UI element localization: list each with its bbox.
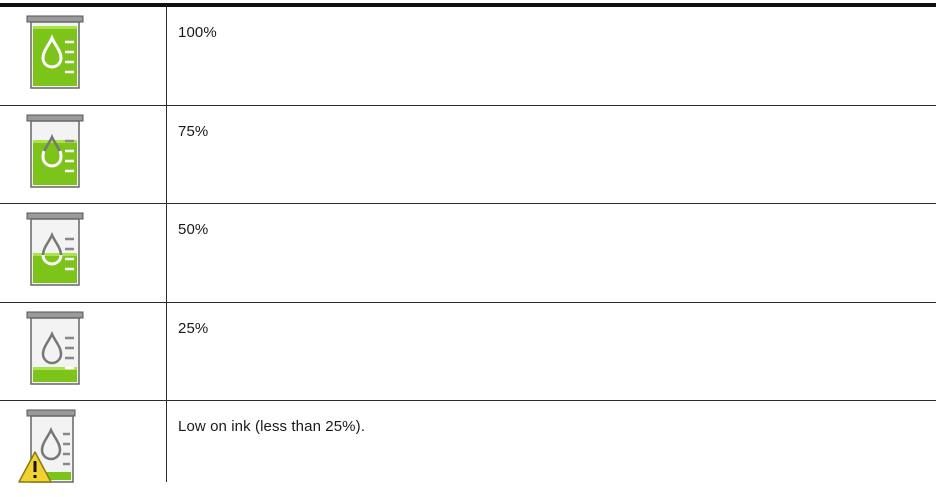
ink-cartridge-50-icon [26,212,84,286]
ink-level-label: 50% [178,221,209,238]
ink-level-label: Low on ink (less than 25%). [178,418,365,435]
ink-level-label: 75% [178,122,209,140]
ink-level-label: 25% [178,319,209,337]
ink-level-table: 100% 75% [0,7,936,483]
table-row: 75% [0,105,936,204]
ink-cartridge-low-warning-icon [18,409,76,483]
table-row: 25% [0,302,936,401]
ink-cartridge-full-icon [26,15,84,89]
column-divider [166,7,167,105]
icon-cell [0,106,166,204]
column-divider [166,401,167,482]
table-row: 100% [0,7,936,106]
column-divider [166,302,167,400]
icon-cell [0,303,166,401]
ink-cartridge-25-icon [26,311,84,385]
column-divider [166,105,167,203]
table-row: 50% [0,204,936,303]
ink-cartridge-75-icon [26,114,84,188]
icon-cell [0,204,166,302]
table-row: Low on ink (less than 25%). [0,401,936,483]
ink-level-label: 100% [178,24,217,41]
icon-cell [0,401,166,483]
icon-cell [0,7,166,105]
table-top-rule [0,3,936,7]
column-divider [166,204,167,302]
